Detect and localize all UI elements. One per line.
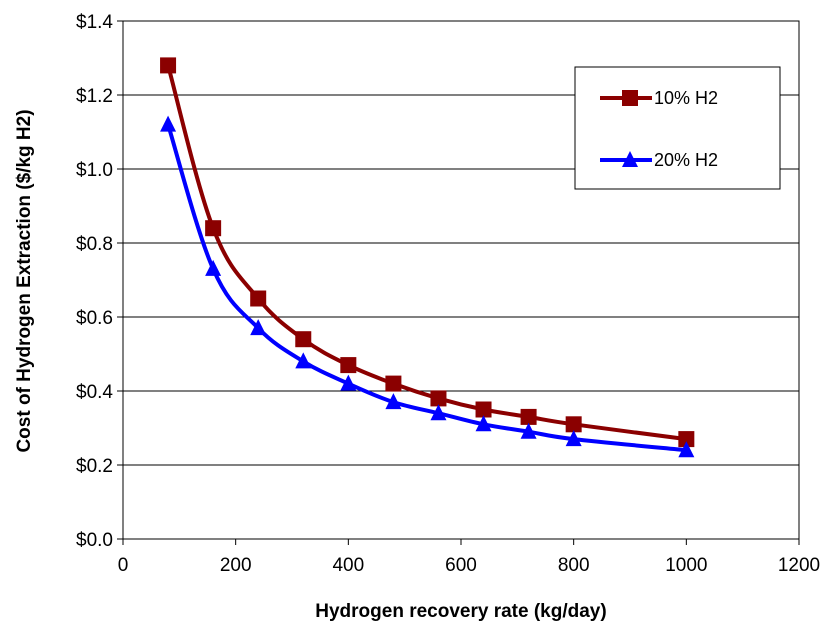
- legend-label: 10% H2: [654, 88, 718, 108]
- data-point: [565, 416, 582, 433]
- y-tick-label: $0.6: [76, 308, 113, 329]
- y-tick-label: $0.2: [76, 456, 113, 477]
- y-tick-label: $0.4: [76, 382, 113, 403]
- x-axis-title: Hydrogen recovery rate (kg/day): [315, 601, 606, 622]
- data-point: [340, 374, 357, 391]
- data-point: [205, 220, 222, 237]
- x-tick-label: 1200: [778, 555, 820, 576]
- y-tick-label: $1.4: [76, 12, 113, 33]
- x-tick-label: 800: [558, 555, 590, 576]
- y-tick-label: $0.0: [76, 530, 113, 551]
- data-point: [565, 430, 582, 447]
- axes: $0.0 $0.2 $0.4 $0.6 $0.8 $1.0 $1.2 $1.4 0 200 400 6…: [76, 12, 820, 576]
- data-point: [430, 404, 447, 421]
- y-tick-label: $1.0: [76, 160, 113, 181]
- x-tick-label: 200: [220, 555, 252, 576]
- legend-entry: 10% H2: [600, 88, 718, 108]
- x-tick-label: 1000: [665, 555, 707, 576]
- data-point: [160, 115, 177, 132]
- data-point: [385, 393, 402, 410]
- data-point: [678, 441, 695, 458]
- data-point: [475, 415, 492, 432]
- legend-box: [574, 66, 781, 190]
- data-point: [475, 401, 492, 418]
- data-point: [520, 408, 537, 425]
- data-point: [520, 422, 537, 439]
- data-point: [205, 259, 222, 276]
- data-point: [250, 319, 267, 336]
- series-line: [166, 64, 687, 442]
- x-tick-label: 0: [118, 555, 129, 576]
- legend: 10% H2 20% H2: [574, 66, 781, 190]
- data-point: [160, 57, 177, 74]
- data-point: [250, 290, 267, 307]
- y-tick-label: $0.8: [76, 234, 113, 255]
- data-point: [295, 352, 312, 369]
- legend-label: 20% H2: [654, 150, 718, 170]
- data-point: [340, 357, 357, 374]
- legend-entry: 20% H2: [600, 150, 718, 170]
- series: [160, 57, 695, 458]
- data-point: [385, 375, 402, 392]
- data-point: [678, 431, 695, 448]
- data-point: [430, 390, 447, 407]
- data-point: [295, 331, 312, 348]
- x-tick-label: 400: [332, 555, 364, 576]
- legend-marker: [622, 151, 638, 167]
- y-axis-title: Cost of Hydrogen Extraction ($/kg H2): [14, 109, 35, 452]
- series-1: [160, 57, 695, 448]
- x-tick-label: 600: [445, 555, 477, 576]
- y-tick-label: $1.2: [76, 86, 113, 107]
- legend-marker: [622, 90, 638, 106]
- series-2: [160, 115, 695, 458]
